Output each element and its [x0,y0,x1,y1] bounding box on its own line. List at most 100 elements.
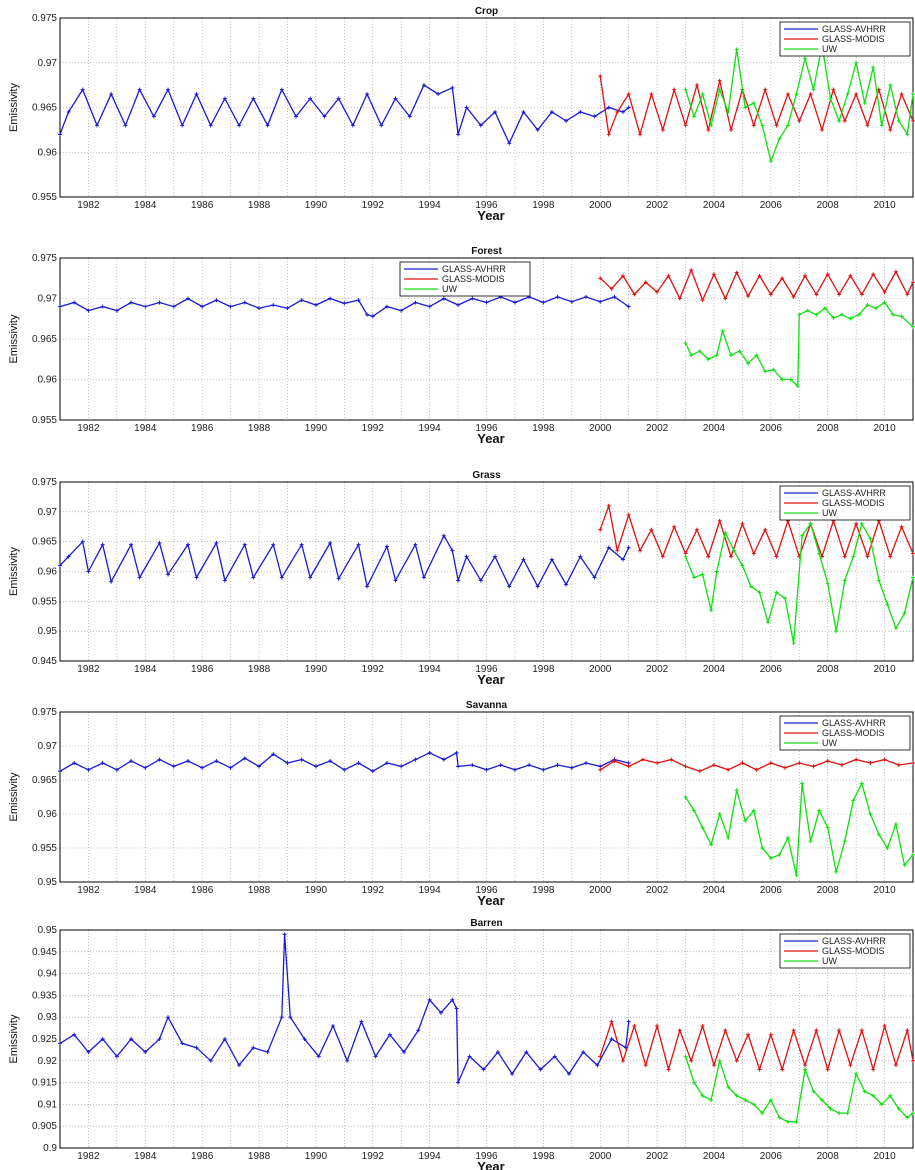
y-tick-label: 0.91 [38,1099,58,1110]
x-tick-label: 1998 [532,423,555,434]
x-tick-label: 1998 [532,200,555,211]
y-tick-label: 0.965 [32,537,57,548]
x-tick-label: 2008 [817,423,840,434]
y-tick-label: 0.905 [32,1121,57,1132]
y-axis-label: Emissivity [8,83,20,132]
legend-label: GLASS-AVHRR [442,264,506,274]
series-line-glass-avhrr [59,296,630,318]
x-tick-label: 1990 [305,423,328,434]
x-tick-label: 1990 [305,885,328,896]
panel-crop: Crop 0.955 0.96 0.965 0.97 0.975 1982 1984 1986 1… [8,6,915,223]
x-tick-label: 1984 [134,1151,157,1162]
x-tick-label: 2006 [760,885,783,896]
y-tick-label: 0.975 [32,477,57,488]
legend-label: UW [822,956,837,966]
series-line-uw [684,781,914,876]
y-tick-label: 0.925 [32,1034,57,1045]
x-tick-label: 2000 [589,885,612,896]
y-tick-label: 0.965 [32,103,57,114]
series-line-glass-modis [599,1019,914,1072]
x-tick-label: 1988 [248,423,271,434]
x-tick-label: 1994 [419,885,442,896]
y-tick-label: 0.97 [38,741,58,752]
series-line-glass-avhrr [59,934,630,1083]
series-line-glass-avhrr [59,751,629,772]
x-tick-label: 1988 [248,885,271,896]
legend-label: GLASS-MODIS [822,34,885,44]
x-tick-label: 1994 [419,423,442,434]
legend-label: UW [822,508,837,518]
x-tick-label: 1984 [134,885,157,896]
x-tick-label: 2002 [646,885,669,896]
legend-label: UW [822,44,837,54]
x-tick-label: 1992 [362,664,385,675]
x-tick-label: 2002 [646,1151,669,1162]
series-line-glass-modis [599,268,914,302]
y-tick-label: 0.965 [32,775,57,786]
x-tick-label: 2004 [703,200,726,211]
x-tick-label: 1996 [475,1151,498,1162]
x-tick-label: 2002 [646,200,669,211]
series-line-uw [684,522,914,644]
series-line-uw [684,1056,914,1123]
y-tick-label: 0.975 [32,13,57,24]
y-tick-label: 0.9 [43,1143,57,1154]
y-tick-label: 0.965 [32,334,57,345]
legend-label: GLASS-MODIS [822,498,885,508]
x-tick-label: 1998 [532,664,555,675]
x-tick-label: 2008 [817,200,840,211]
y-axis-label: Emissivity [8,772,20,821]
x-tick-label: 1982 [77,1151,100,1162]
x-tick-label: 2010 [873,664,896,675]
x-tick-label: 1990 [305,664,328,675]
x-tick-label: 2008 [817,1151,840,1162]
x-tick-label: 1990 [305,1151,328,1162]
x-axis-label: Year [477,1159,504,1170]
x-tick-label: 1992 [362,200,385,211]
x-tick-label: 2008 [817,664,840,675]
x-tick-label: 2004 [703,423,726,434]
panel-barren: Barren 0.9 0.905 0.91 0.915 0.92 0.925 0.93 0.93… [8,918,915,1170]
chart-title: Crop [475,6,498,17]
y-axis-label: Emissivity [8,547,20,596]
x-tick-label: 1982 [77,664,100,675]
legend-label: GLASS-AVHRR [822,488,886,498]
x-tick-label: 2006 [760,664,783,675]
y-tick-label: 0.96 [38,375,58,386]
x-tick-label: 2000 [589,200,612,211]
y-tick-label: 0.945 [32,656,57,667]
y-tick-label: 0.935 [32,990,57,1001]
y-tick-label: 0.97 [38,294,58,305]
x-tick-label: 1986 [191,885,214,896]
y-tick-label: 0.975 [32,707,57,718]
x-tick-label: 1992 [362,1151,385,1162]
legend-label: UW [442,284,457,294]
x-tick-label: 1998 [532,1151,555,1162]
plot-frame [59,929,914,1149]
y-tick-label: 0.975 [32,253,57,264]
x-tick-label: 1992 [362,423,385,434]
legend-label: UW [822,738,837,748]
x-tick-label: 2008 [817,885,840,896]
legend-label: GLASS-AVHRR [822,24,886,34]
panel-forest: Forest 0.955 0.96 0.965 0.97 0.975 1982 1984 198… [8,246,915,446]
x-tick-label: 2000 [589,1151,612,1162]
x-tick-label: 1988 [248,664,271,675]
x-tick-label: 1992 [362,885,385,896]
x-tick-label: 1996 [475,885,498,896]
y-tick-label: 0.93 [38,1012,58,1023]
x-axis-label: Year [477,893,504,908]
y-tick-label: 0.96 [38,567,58,578]
plot-frame [59,17,914,198]
x-tick-label: 1988 [248,1151,271,1162]
chart-title: Savanna [466,700,508,711]
x-tick-label: 1994 [419,200,442,211]
panel-grass: Grass 0.945 0.95 0.955 0.96 0.965 0.97 0.975 198… [8,470,915,687]
panel-savanna: Savanna 0.95 0.955 0.96 0.965 0.97 0.975 1982 19… [8,700,915,908]
x-tick-label: 2006 [760,423,783,434]
x-tick-label: 1988 [248,200,271,211]
